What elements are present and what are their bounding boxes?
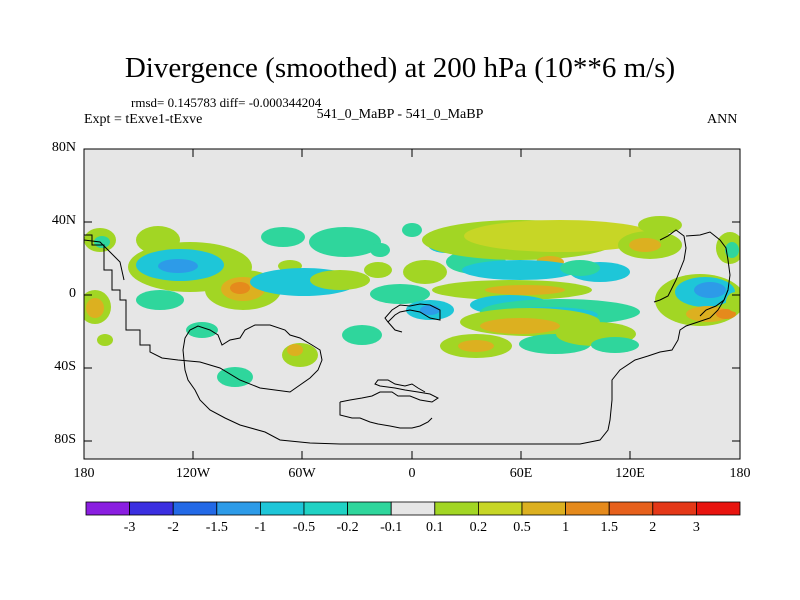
field-blob bbox=[726, 292, 740, 312]
field-blob bbox=[485, 285, 565, 295]
season-label: ANN bbox=[707, 112, 738, 127]
field-blob bbox=[86, 298, 104, 318]
colorbar-label: 2 bbox=[649, 520, 657, 535]
lon-label: 120E bbox=[615, 466, 645, 481]
coastline-africa bbox=[384, 303, 441, 333]
colorbar-label: 0.1 bbox=[426, 520, 444, 535]
lat-label: 80N bbox=[51, 140, 76, 155]
lat-label: 40S bbox=[54, 359, 76, 374]
colorbar-label: 3 bbox=[692, 520, 700, 535]
lon-label: 180 bbox=[73, 466, 95, 481]
lon-label: 60E bbox=[509, 466, 533, 481]
colorbar-label: -0.2 bbox=[336, 520, 359, 535]
colorbar-box bbox=[85, 501, 130, 516]
field-blob bbox=[310, 270, 370, 290]
field-blob bbox=[342, 325, 382, 345]
colorbar-box bbox=[390, 501, 436, 516]
field-blob bbox=[458, 340, 494, 352]
colorbar-label: 0.2 bbox=[469, 520, 488, 535]
field-blob bbox=[591, 337, 639, 353]
lon-label: 60W bbox=[288, 466, 316, 481]
field-blob bbox=[725, 242, 739, 258]
plot-title: Divergence (smoothed) at 200 hPa (10**6 … bbox=[124, 52, 676, 84]
colorbar bbox=[85, 501, 741, 516]
colorbar-label: -2 bbox=[167, 520, 180, 535]
axis-ticks bbox=[83, 148, 741, 459]
colorbar-label: -3 bbox=[123, 520, 136, 535]
lon-label: 120W bbox=[175, 466, 211, 481]
colorbar-box bbox=[696, 501, 741, 516]
field-blob bbox=[402, 223, 422, 237]
field-blob bbox=[136, 290, 184, 310]
field-blob bbox=[464, 220, 656, 252]
colorbar-label: -0.5 bbox=[292, 520, 316, 535]
coastline-antarctic bbox=[339, 379, 439, 429]
colorbar-label: 1.5 bbox=[600, 520, 618, 535]
experiment-label: Expt = tExve1-tExve bbox=[84, 112, 203, 127]
colorbar-box bbox=[216, 501, 261, 516]
colorbar-label: -1.5 bbox=[205, 520, 228, 535]
colorbar-box bbox=[434, 501, 479, 516]
field-blob bbox=[462, 260, 578, 280]
colorbar-box bbox=[172, 501, 218, 516]
field-blob bbox=[403, 260, 447, 284]
lon-label: 0 bbox=[408, 466, 416, 481]
colorbar-label: 1 bbox=[562, 520, 570, 535]
field-blob bbox=[309, 227, 381, 257]
field-blob bbox=[480, 318, 560, 334]
colorbar-box bbox=[303, 501, 348, 516]
field-blob bbox=[230, 282, 250, 294]
colorbar-box bbox=[521, 501, 566, 516]
lat-label: 0 bbox=[69, 286, 76, 301]
coastline-asia bbox=[653, 229, 731, 317]
colorbar-box bbox=[259, 501, 305, 516]
field-blob bbox=[370, 284, 430, 304]
divergence-field bbox=[84, 216, 740, 387]
colorbar-label: -1 bbox=[254, 520, 267, 535]
colorbar-box bbox=[477, 501, 523, 516]
field-blob bbox=[364, 262, 392, 278]
field-blob bbox=[629, 238, 661, 252]
field-blob bbox=[716, 309, 736, 319]
field-blob bbox=[186, 322, 218, 338]
field-blob bbox=[158, 259, 198, 273]
field-blob bbox=[370, 243, 390, 257]
lon-label: 180 bbox=[729, 466, 751, 481]
coastline-americas bbox=[84, 234, 729, 445]
field-blob bbox=[97, 334, 113, 346]
colorbar-box bbox=[608, 501, 654, 516]
colorbar-box bbox=[347, 501, 392, 516]
colorbar-label: 0.5 bbox=[513, 520, 531, 535]
field-blob bbox=[261, 227, 305, 247]
lat-label: 80S bbox=[54, 432, 76, 447]
stats-text: rmsd= 0.145783 diff= -0.000344204 bbox=[131, 95, 322, 110]
field-blob bbox=[694, 282, 726, 298]
field-blob bbox=[287, 344, 303, 356]
field-blob bbox=[638, 216, 682, 234]
colorbar-box bbox=[565, 501, 610, 516]
coastline-west bbox=[84, 239, 125, 281]
field-blob bbox=[686, 306, 730, 322]
case-label: 541_0_MaBP - 541_0_MaBP bbox=[316, 107, 484, 122]
field-blob bbox=[560, 260, 600, 276]
colorbar-box bbox=[652, 501, 697, 516]
colorbar-box bbox=[129, 501, 174, 516]
coastlines bbox=[84, 229, 731, 445]
colorbar-label: -0.1 bbox=[380, 520, 403, 535]
lat-label: 40N bbox=[51, 213, 76, 228]
